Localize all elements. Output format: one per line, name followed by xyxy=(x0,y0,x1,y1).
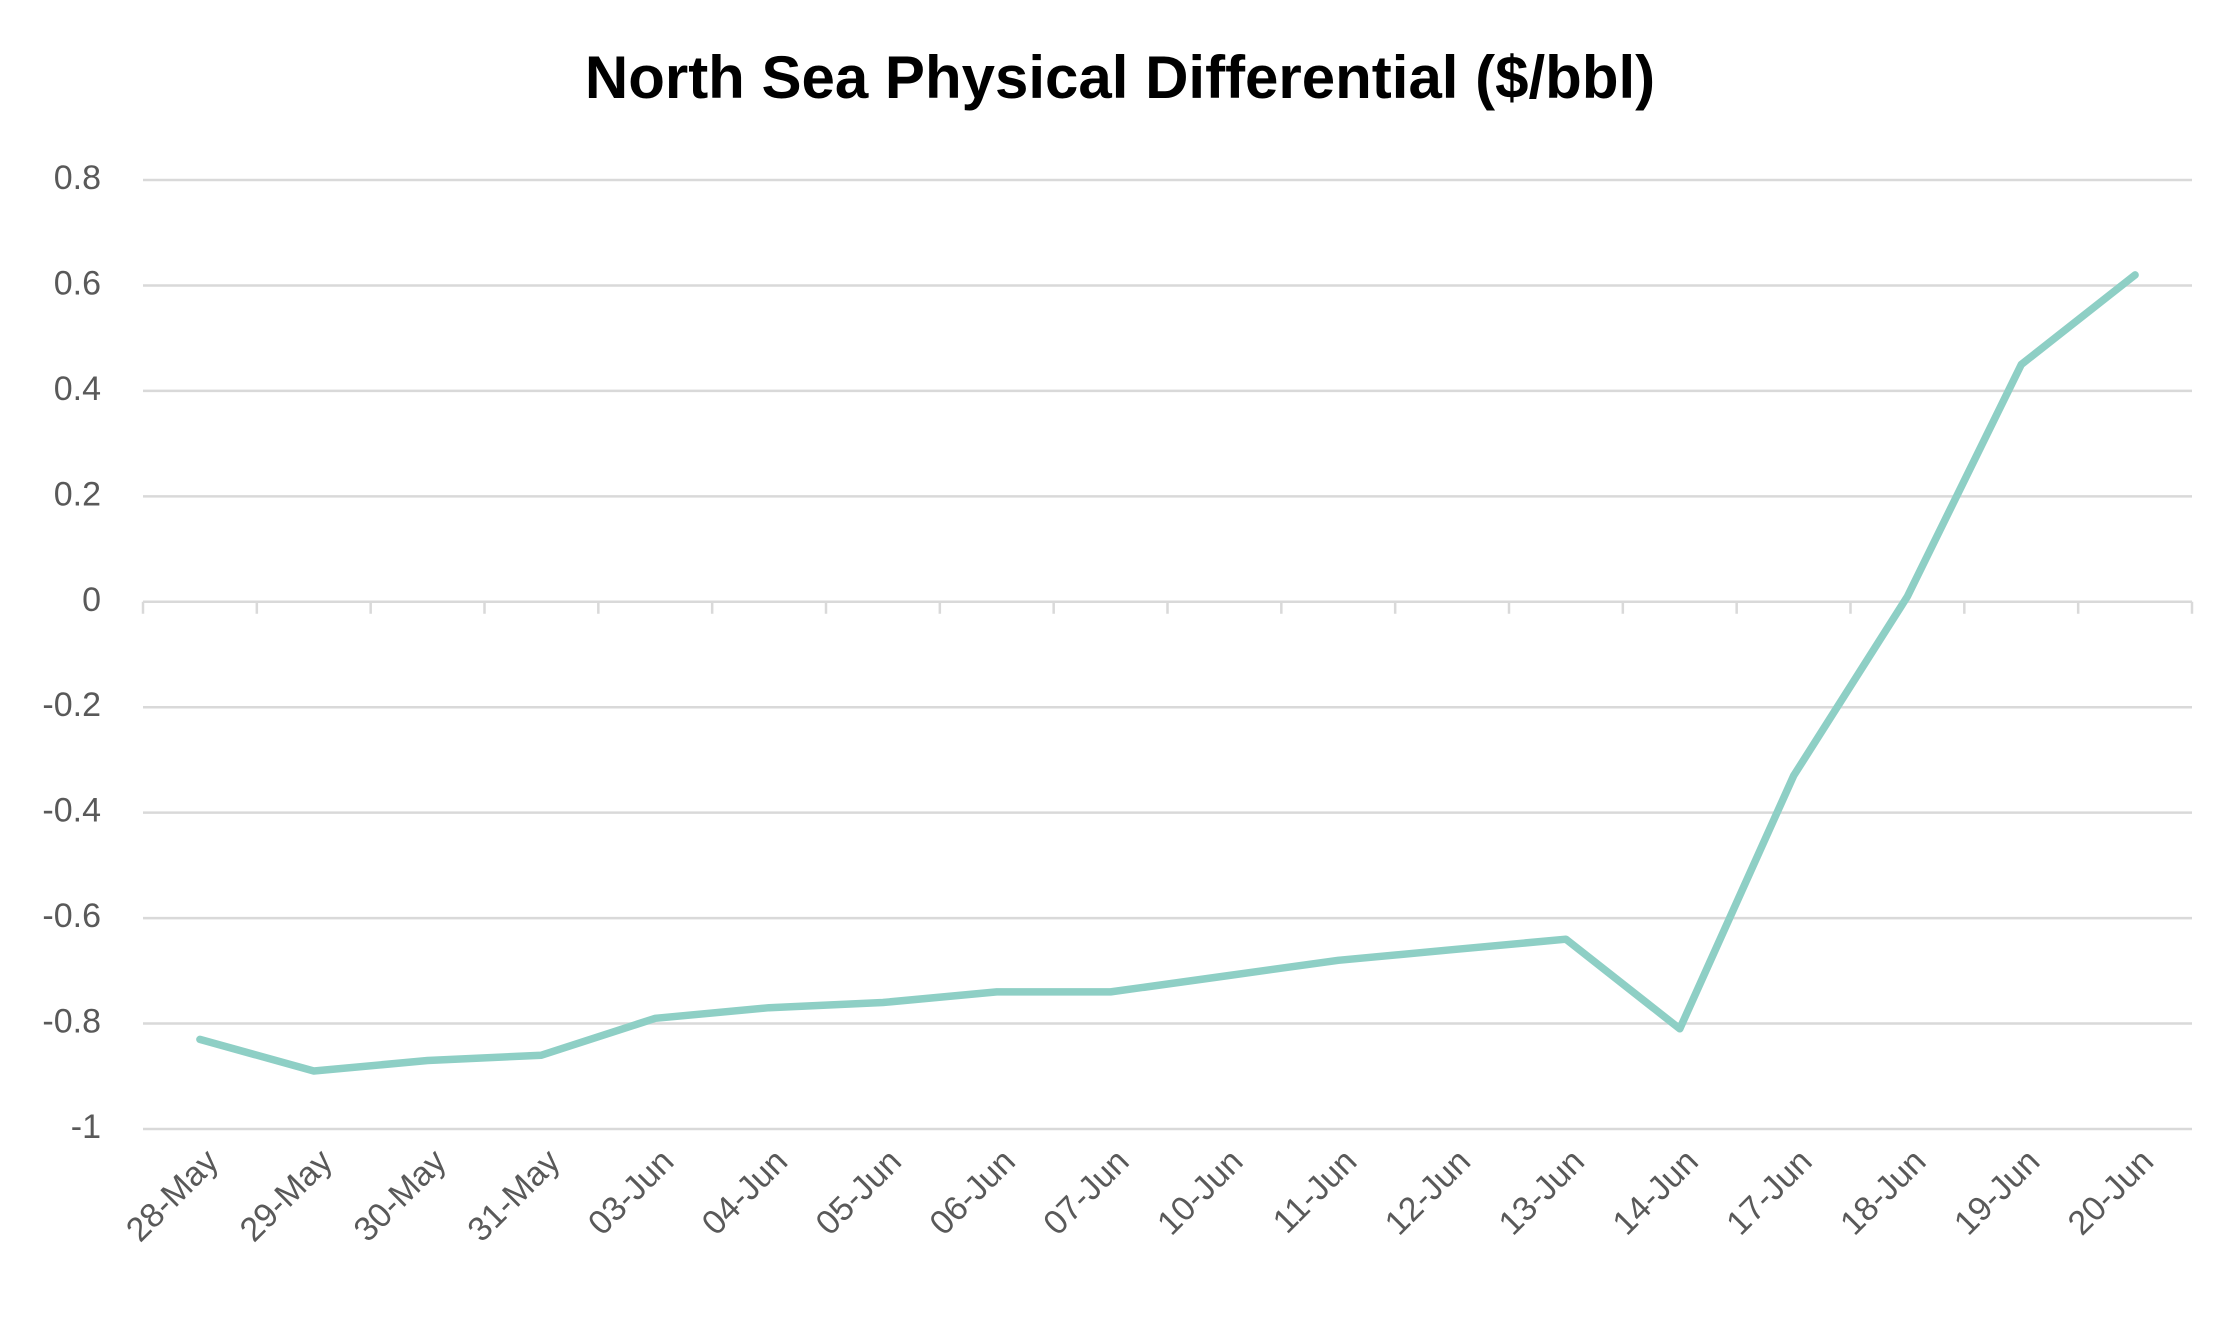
x-tick-label: 31-May xyxy=(460,1142,567,1249)
x-tick-label: 19-Jun xyxy=(1947,1142,2047,1242)
x-tick-label: 10-Jun xyxy=(1150,1142,1250,1242)
y-tick-label: -0.8 xyxy=(42,1003,101,1041)
y-tick-label: 0.8 xyxy=(54,159,101,197)
data-line xyxy=(196,271,2139,1075)
x-tick-label: 30-May xyxy=(347,1142,454,1249)
y-tick-label: 0 xyxy=(82,581,101,619)
x-tick-label: 28-May xyxy=(119,1142,226,1249)
x-tick-label: 04-Jun xyxy=(695,1142,795,1242)
y-tick-label: 0.6 xyxy=(54,264,101,302)
x-tick-label: 29-May xyxy=(233,1142,340,1249)
x-tick-label: 17-Jun xyxy=(1719,1142,1819,1242)
x-tick-label: 07-Jun xyxy=(1036,1142,1136,1242)
y-tick-label: -0.6 xyxy=(42,897,101,935)
y-tick-label: -1 xyxy=(71,1108,101,1146)
y-tick-label: -0.2 xyxy=(42,686,101,724)
x-tick-label: 03-Jun xyxy=(581,1142,681,1242)
x-tick-label: 14-Jun xyxy=(1605,1142,1705,1242)
y-tick-label: 0.4 xyxy=(54,370,101,408)
x-tick-label: 13-Jun xyxy=(1492,1142,1592,1242)
x-tick-label: 12-Jun xyxy=(1378,1142,1478,1242)
x-tick-label: 05-Jun xyxy=(809,1142,909,1242)
x-tick-label: 06-Jun xyxy=(922,1142,1022,1242)
chart-title: North Sea Physical Differential ($/bbl) xyxy=(585,44,1655,111)
y-tick-label: 0.2 xyxy=(54,475,101,513)
x-tick-label: 20-Jun xyxy=(2061,1142,2161,1242)
x-tick-label: 11-Jun xyxy=(1266,1142,1365,1241)
x-tick-label: 18-Jun xyxy=(1833,1142,1933,1242)
y-tick-label: -0.4 xyxy=(42,792,101,830)
